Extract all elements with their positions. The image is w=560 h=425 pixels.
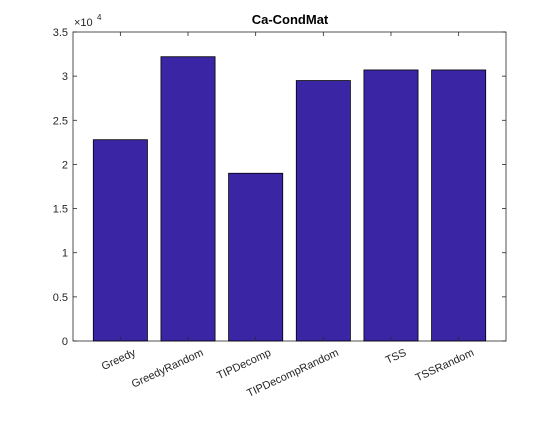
- bar-tipdecomp: [228, 172, 284, 342]
- bar-tipdecomprandom: [295, 80, 351, 342]
- bar-greedyrandom: [160, 56, 216, 342]
- y-tick-label: 2.5: [53, 115, 68, 127]
- bars-group: [92, 56, 487, 342]
- exponent-power: 4: [97, 13, 102, 22]
- y-axis: 0 0.5 1 1.5 2 2.5 3 3.5: [53, 27, 506, 348]
- x-tick-label: TSSRandom: [414, 347, 476, 384]
- y-tick-label: 0.5: [53, 292, 68, 304]
- x-tick-label: Greedy: [100, 347, 138, 373]
- chart-title: Ca-CondMat: [252, 12, 329, 27]
- exponent-label: ×10 4: [74, 13, 102, 29]
- y-tick-label: 2: [62, 159, 68, 171]
- y-tick-label: 3: [62, 71, 68, 83]
- y-tick-label: 1: [62, 248, 68, 260]
- y-tick-label: 3.5: [53, 27, 68, 39]
- exponent-base: ×10: [74, 17, 93, 29]
- y-tick-label: 0: [62, 336, 68, 348]
- y-tick-label: 1.5: [53, 204, 68, 216]
- bar-tss: [363, 69, 419, 342]
- x-tick-label: GreedyRandom: [130, 347, 205, 391]
- bar-greedy: [92, 139, 148, 342]
- bar-tssrandom: [431, 69, 487, 342]
- x-tick-label: TIPDecomp: [215, 347, 273, 382]
- x-tick-label: TSS: [384, 347, 408, 367]
